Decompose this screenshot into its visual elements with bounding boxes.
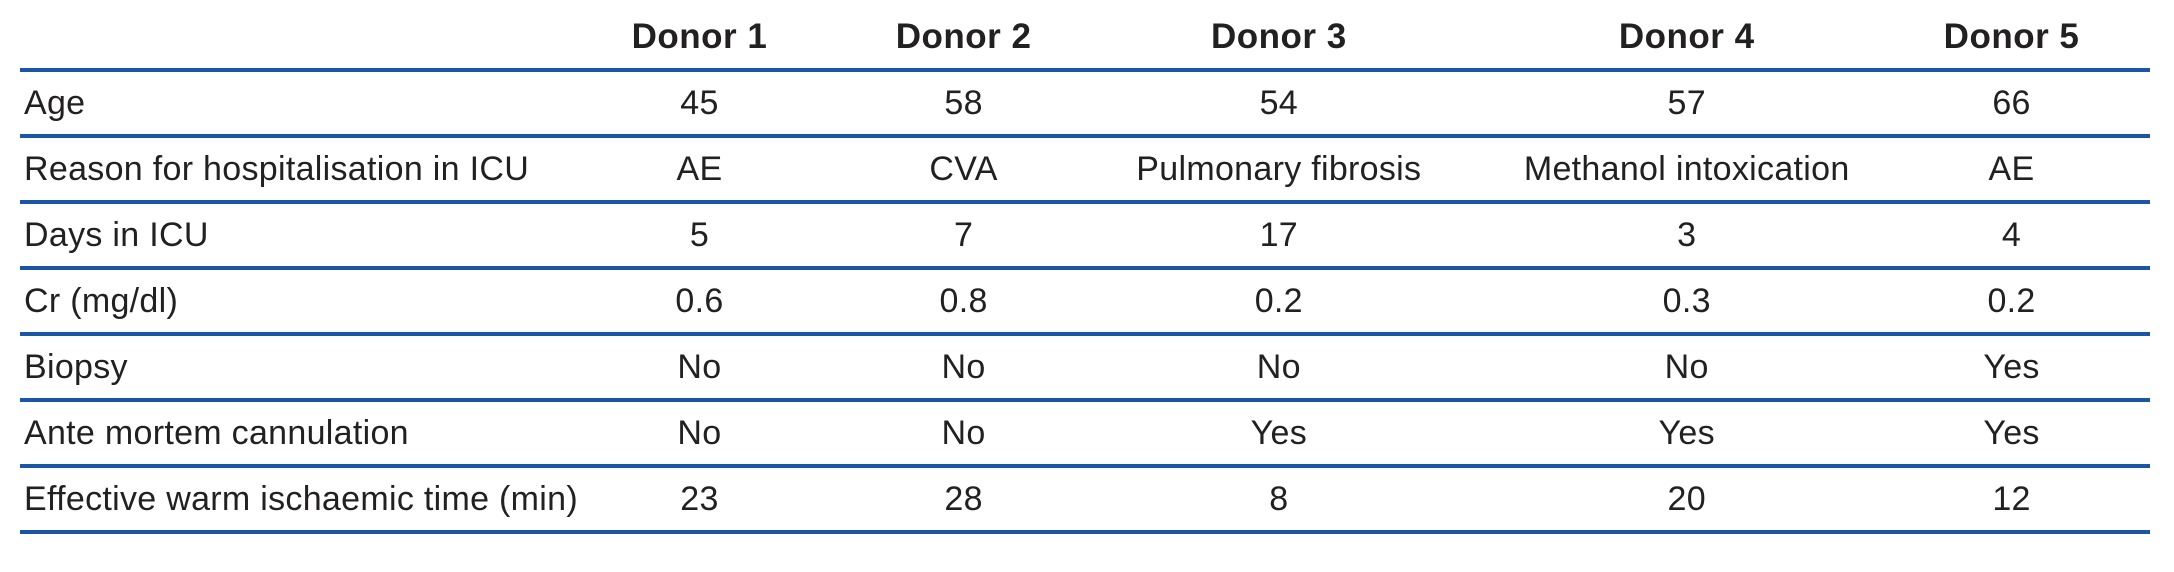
row-label-warm-ischaemic-time: Effective warm ischaemic time (min) <box>20 466 578 534</box>
cell-reason-donor4: Methanol intoxication <box>1500 136 1874 204</box>
cell-wit-donor5: 12 <box>1873 466 2150 534</box>
donor-characteristics-table: Donor 1 Donor 2 Donor 3 Donor 4 Donor 5 … <box>20 6 2150 534</box>
cell-age-donor4: 57 <box>1500 70 1874 138</box>
cell-days-donor5: 4 <box>1873 202 2150 270</box>
column-header-donor-1: Donor 1 <box>529 6 870 72</box>
cell-cr-donor1: 0.6 <box>529 268 870 336</box>
cell-wit-donor2: 28 <box>869 466 1058 534</box>
row-label-age: Age <box>20 70 530 138</box>
cell-days-donor2: 7 <box>869 202 1058 270</box>
cell-wit-donor1: 23 <box>529 466 870 534</box>
cell-days-donor4: 3 <box>1500 202 1874 270</box>
cell-cr-donor2: 0.8 <box>869 268 1058 336</box>
table-row-ante-mortem-cannulation: Ante mortem cannulation No No Yes Yes Ye… <box>20 400 2150 468</box>
table-row-reason: Reason for hospitalisation in ICU AE CVA… <box>20 136 2150 204</box>
row-label-cr: Cr (mg/dl) <box>20 268 530 336</box>
cell-cr-donor3: 0.2 <box>1057 268 1501 336</box>
cell-cannulation-donor4: Yes <box>1500 400 1874 468</box>
table-row-cr: Cr (mg/dl) 0.6 0.8 0.2 0.3 0.2 <box>20 268 2150 336</box>
column-header-donor-5: Donor 5 <box>1873 6 2150 72</box>
cell-biopsy-donor2: No <box>869 334 1058 402</box>
table-row-days-icu: Days in ICU 5 7 17 3 4 <box>20 202 2150 270</box>
cell-days-donor3: 17 <box>1057 202 1501 270</box>
table-row-biopsy: Biopsy No No No No Yes <box>20 334 2150 402</box>
row-label-ante-mortem-cannulation: Ante mortem cannulation <box>20 400 530 468</box>
cell-reason-donor5: AE <box>1873 136 2150 204</box>
column-header-donor-3: Donor 3 <box>1057 6 1501 72</box>
cell-biopsy-donor4: No <box>1500 334 1874 402</box>
cell-reason-donor2: CVA <box>869 136 1058 204</box>
cell-biopsy-donor3: No <box>1057 334 1501 402</box>
cell-age-donor2: 58 <box>869 70 1058 138</box>
cell-cannulation-donor3: Yes <box>1057 400 1501 468</box>
row-label-days-icu: Days in ICU <box>20 202 530 270</box>
table-row-warm-ischaemic-time: Effective warm ischaemic time (min) 23 2… <box>20 466 2150 534</box>
column-header-donor-4: Donor 4 <box>1500 6 1874 72</box>
row-label-biopsy: Biopsy <box>20 334 530 402</box>
cell-cr-donor4: 0.3 <box>1500 268 1874 336</box>
cell-days-donor1: 5 <box>529 202 870 270</box>
table-row-age: Age 45 58 54 57 66 <box>20 70 2150 138</box>
row-label-reason: Reason for hospitalisation in ICU <box>20 136 530 204</box>
cell-cannulation-donor1: No <box>529 400 870 468</box>
cell-cr-donor5: 0.2 <box>1873 268 2150 336</box>
cell-cannulation-donor2: No <box>869 400 1058 468</box>
cell-age-donor3: 54 <box>1057 70 1501 138</box>
cell-age-donor1: 45 <box>529 70 870 138</box>
cell-wit-donor3: 8 <box>1057 466 1501 534</box>
cell-reason-donor1: AE <box>529 136 870 204</box>
cell-wit-donor4: 20 <box>1500 466 1874 534</box>
column-header-donor-2: Donor 2 <box>869 6 1058 72</box>
cell-age-donor5: 66 <box>1873 70 2150 138</box>
corner-header-cell <box>20 6 530 72</box>
cell-biopsy-donor1: No <box>529 334 870 402</box>
cell-cannulation-donor5: Yes <box>1873 400 2150 468</box>
cell-reason-donor3: Pulmonary fibrosis <box>1057 136 1501 204</box>
header-row: Donor 1 Donor 2 Donor 3 Donor 4 Donor 5 <box>20 6 2150 72</box>
cell-biopsy-donor5: Yes <box>1873 334 2150 402</box>
